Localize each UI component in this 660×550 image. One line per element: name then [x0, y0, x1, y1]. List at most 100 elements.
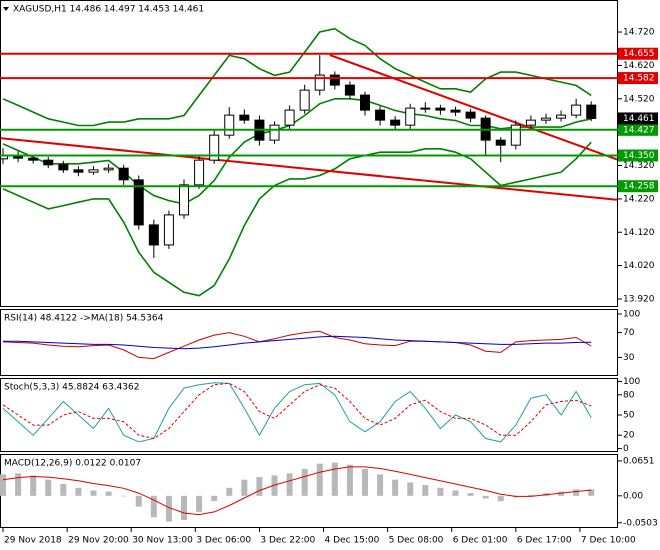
- histogram-bar: [437, 487, 444, 496]
- histogram-bar: [150, 495, 157, 518]
- histogram-bar: [558, 491, 565, 496]
- candle-body: [118, 167, 129, 181]
- candle-body: [299, 89, 310, 111]
- trend-line: [0, 137, 618, 201]
- candle-body: [163, 214, 174, 246]
- candle-body: [43, 159, 54, 166]
- candle-body: [58, 164, 69, 171]
- main-plot: [0, 27, 618, 297]
- histogram-bar: [331, 462, 338, 496]
- candle-body: [194, 159, 205, 186]
- histogram-bar: [452, 490, 459, 496]
- histogram-bar: [301, 469, 308, 496]
- candle-body: [269, 124, 280, 141]
- histogram-bar: [422, 485, 429, 496]
- level-box: [618, 47, 658, 60]
- histogram-bar: [165, 495, 172, 522]
- candle-body: [435, 107, 446, 111]
- y-tick-label: 14.120: [623, 228, 655, 238]
- candle-body: [420, 107, 431, 110]
- panel-frame: [0, 378, 618, 452]
- menu-triangle[interactable]: [3, 7, 9, 11]
- histogram-bar: [211, 495, 218, 502]
- indicator-line: [2, 330, 592, 360]
- y-tick-label: 30: [623, 353, 635, 363]
- candle-body: [571, 104, 582, 116]
- histogram-bar: [135, 495, 142, 507]
- y-tick-label: 14.620: [623, 61, 655, 71]
- x-tick-label: 6 Dec 17:00: [517, 536, 572, 546]
- histogram-bar: [196, 495, 203, 512]
- candle-body: [179, 184, 190, 216]
- histogram-bar: [377, 474, 384, 496]
- candle-body: [88, 169, 99, 173]
- histogram-bar: [346, 464, 353, 496]
- histogram-bar: [588, 489, 595, 496]
- histogram-bar: [15, 473, 22, 496]
- bollinger-middle: [2, 98, 592, 205]
- x-tick-label: 3 Dec 22:00: [260, 536, 315, 546]
- histogram-bar: [45, 479, 52, 496]
- candle-body: [510, 124, 521, 146]
- bollinger-upper: [2, 27, 592, 127]
- y-tick-label: 14.320: [623, 161, 655, 171]
- histogram-bar: [392, 479, 399, 496]
- y-tick-label: 14.220: [623, 194, 655, 204]
- x-tick-label: 3 Dec 06:00: [196, 536, 251, 546]
- histogram-bar: [60, 484, 67, 496]
- candle-body: [390, 119, 401, 126]
- histogram-bar: [226, 487, 233, 496]
- histogram-bar: [256, 477, 263, 496]
- candle-body: [239, 114, 250, 121]
- candle-body: [314, 74, 325, 91]
- x-tick-label: 30 Nov 13:00: [132, 536, 193, 546]
- x-tick-label: 29 Nov 20:00: [68, 536, 129, 546]
- panel-frame: [0, 309, 618, 376]
- y-tick-label: 70: [623, 328, 635, 338]
- y-tick-label: 100: [623, 377, 640, 387]
- level-box: [618, 72, 658, 85]
- histogram-bar: [30, 475, 37, 496]
- candle-body: [465, 111, 476, 119]
- y-tick-label: 14.720: [623, 28, 655, 38]
- x-tick-label: 5 Dec 08:00: [389, 536, 444, 546]
- histogram-bar: [105, 491, 112, 496]
- candle-body: [344, 84, 355, 96]
- level-label: 14.350: [623, 151, 655, 161]
- histogram-bar: [271, 475, 278, 496]
- y-tick-label: 0: [623, 444, 629, 454]
- histogram-bar: [286, 473, 293, 496]
- histogram-bar: [316, 463, 323, 496]
- histogram-bar: [90, 490, 97, 496]
- panel-title: RSI(14) 48.4122 ->MA(18) 54.5364: [4, 314, 164, 324]
- indicator-line: [2, 382, 592, 443]
- x-tick-label: 7 Dec 10:00: [581, 536, 636, 546]
- candle-body: [28, 157, 39, 161]
- histogram-bar: [120, 495, 127, 497]
- level-box: [618, 180, 658, 193]
- candle-body: [73, 169, 84, 173]
- y-tick-label: 14.020: [623, 261, 655, 271]
- candle-body: [133, 179, 144, 226]
- panel-title: MACD(12,26,9) 0.0122 0.0107: [4, 459, 141, 469]
- histogram-bar: [361, 469, 368, 496]
- x-tick-label: 29 Nov 2018: [4, 536, 62, 546]
- histogram-bar: [573, 489, 580, 496]
- y-tick-label: 0.0651: [623, 456, 655, 466]
- histogram-bar: [527, 494, 534, 496]
- y-tick-label: 50: [623, 411, 635, 421]
- y-tick-label: 14.520: [623, 94, 655, 104]
- candle-body: [284, 109, 295, 126]
- trend-line: [329, 54, 618, 161]
- level-label: 14.427: [623, 125, 655, 135]
- x-tick-label: 6 Dec 01:00: [453, 536, 508, 546]
- candle-body: [209, 134, 220, 161]
- candle-body: [359, 94, 370, 111]
- candle-body: [103, 167, 114, 171]
- signal-line: [2, 466, 592, 516]
- y-tick-label: 13.920: [623, 294, 655, 304]
- candle-body: [586, 104, 597, 119]
- last-price-label: 14.461: [623, 114, 655, 124]
